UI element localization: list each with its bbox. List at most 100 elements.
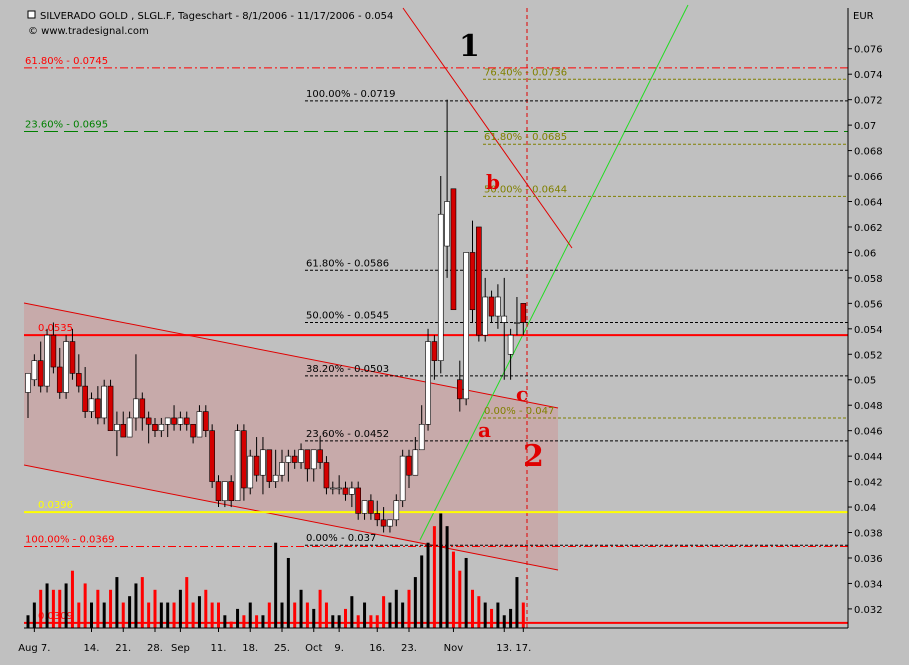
candle-body — [501, 315, 508, 323]
level-label: 23.60% - 0.0695 — [25, 119, 108, 130]
volume-bar — [191, 602, 195, 628]
volume-bar — [293, 602, 297, 628]
level-label: 0.0309 — [38, 611, 73, 622]
volume-bar — [236, 608, 240, 628]
x-tick-label: 25. — [274, 643, 290, 654]
y-tick-label: 0.064 — [854, 198, 883, 209]
volume-bar — [477, 596, 481, 628]
volume-bar — [32, 602, 36, 628]
volume-bar — [521, 602, 525, 628]
volume-bar — [464, 557, 468, 628]
volume-bar — [388, 602, 392, 628]
volume-bar — [439, 513, 443, 628]
candle-body — [171, 417, 177, 425]
volume-bar — [204, 589, 208, 628]
candle-body — [215, 481, 222, 501]
volume-bar — [51, 589, 55, 628]
candle-body — [152, 424, 158, 431]
volume-bar — [147, 602, 151, 628]
down-trend-line — [402, 7, 573, 249]
candles — [25, 99, 527, 533]
candle-body — [120, 424, 127, 438]
wave-label: 2 — [523, 439, 544, 474]
candle-body — [241, 430, 247, 489]
level-label: 61.80% - 0.0745 — [25, 56, 108, 67]
y-tick-label: 0.042 — [854, 478, 883, 489]
candle-body — [520, 303, 527, 323]
y-tick-label: 0.06 — [854, 248, 876, 259]
candle-body — [323, 462, 330, 489]
volume-bar — [26, 615, 30, 628]
level-label: 0.0535 — [38, 323, 73, 334]
channel-fill — [24, 303, 558, 570]
candle-body — [76, 373, 82, 387]
candle-body — [69, 341, 76, 374]
candle-body — [488, 296, 495, 317]
candle-body — [50, 334, 57, 368]
candle-body — [145, 417, 152, 425]
fib-label: 0.00% - 0.037 — [306, 533, 376, 544]
candle-body — [260, 449, 266, 476]
volume-bar — [248, 602, 252, 628]
y-tick-label: 0.036 — [854, 554, 883, 565]
volume-bar — [331, 615, 335, 628]
fib-label: 50.00% - 0.0545 — [306, 310, 389, 321]
volume-bar — [369, 615, 373, 628]
candle-body — [304, 449, 311, 470]
candle-body — [463, 252, 469, 400]
volume-bar — [178, 589, 182, 628]
candle-body — [514, 322, 520, 324]
candle-body — [374, 513, 381, 521]
level-label: 0.0396 — [38, 500, 73, 511]
candle-body — [44, 334, 50, 387]
candle-body — [279, 462, 285, 476]
icon — [27, 10, 36, 19]
volume-bar — [217, 602, 220, 628]
volume-bar — [90, 602, 93, 628]
candle-body — [203, 411, 209, 431]
y-tick-label: 0.072 — [854, 96, 883, 107]
candle-body — [82, 385, 88, 412]
volume-bar — [432, 526, 436, 628]
volume-bar — [324, 602, 328, 628]
fib-label: 0.00% - 0.047 — [484, 406, 554, 417]
volume-bar — [261, 615, 265, 628]
subtitle: © www.tradesignal.com — [28, 26, 149, 37]
volume-bar — [350, 596, 354, 628]
channel-top — [23, 302, 559, 409]
candle-body — [317, 449, 323, 463]
candle-body — [209, 430, 215, 482]
x-tick-label: Sep — [171, 643, 190, 654]
fib-label: 38.20% - 0.0503 — [306, 364, 389, 375]
candle-body — [495, 296, 501, 317]
candle-body — [361, 500, 368, 514]
level-label: 100.00% - 0.0369 — [25, 535, 114, 546]
x-tick-label: 23. — [401, 643, 417, 654]
candle-body — [253, 455, 260, 476]
y-tick-label: 0.046 — [854, 427, 883, 438]
volume-bar — [267, 602, 271, 628]
x-tick-label: Aug 7. — [18, 643, 50, 654]
candle-body — [183, 417, 190, 425]
volume-bar — [445, 526, 449, 628]
candle-body — [431, 341, 438, 361]
candle-body — [349, 487, 355, 495]
x-tick-label: Nov — [444, 643, 464, 654]
volume-bar — [121, 602, 125, 628]
candle-body — [101, 385, 107, 419]
volume-bar — [185, 577, 189, 628]
candle-body — [37, 360, 44, 387]
volume-bar — [363, 602, 367, 628]
candle-body — [380, 519, 387, 527]
candle-body — [355, 487, 362, 514]
chart-title: SILVERADO GOLD , SLGL.F, Tageschart - 8/… — [40, 11, 393, 22]
volume-bar — [318, 589, 322, 628]
candle-body — [158, 424, 165, 431]
wave-label: b — [486, 170, 500, 194]
volume-bar — [305, 602, 309, 628]
y-tick-label: 0.05 — [854, 376, 876, 387]
y-tick-label: 0.066 — [854, 172, 883, 183]
candle-body — [476, 226, 482, 336]
